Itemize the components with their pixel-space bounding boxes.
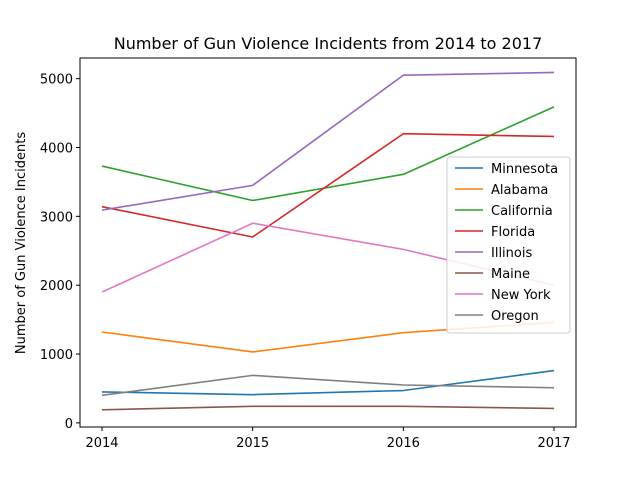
x-tick-label: 2015 <box>236 436 269 451</box>
legend-label-illinois: Illinois <box>491 246 532 261</box>
series-line-illinois <box>101 71 555 211</box>
legend-label-florida: Florida <box>491 225 535 240</box>
y-tick-label: 0 <box>65 417 73 432</box>
legend-label-california: California <box>491 204 553 219</box>
series-line-oregon <box>101 374 555 397</box>
legend-label-new-york: New York <box>491 288 551 303</box>
x-tick-label: 2014 <box>85 436 118 451</box>
plot-frame <box>79 57 577 428</box>
y-tick-label: 5000 <box>40 73 73 88</box>
series-line-florida <box>101 132 555 238</box>
legend-box <box>446 156 571 334</box>
legend-label-maine: Maine <box>491 267 530 282</box>
y-tick-label: 1000 <box>40 348 73 363</box>
y-tick-label: 4000 <box>40 141 73 156</box>
legend-label-minnesota: Minnesota <box>491 162 558 177</box>
y-tick-label: 2000 <box>40 279 73 294</box>
series-line-minnesota <box>101 369 555 396</box>
x-tick-label: 2017 <box>537 436 570 451</box>
legend-label-alabama: Alabama <box>491 183 548 198</box>
chart-title: Number of Gun Violence Incidents from 20… <box>114 34 543 53</box>
x-tick-label: 2016 <box>387 436 420 451</box>
series-line-maine <box>101 405 555 411</box>
y-axis-label: Number of Gun Violence Incidents <box>14 132 29 354</box>
legend-label-oregon: Oregon <box>491 309 539 324</box>
y-tick-label: 3000 <box>40 210 73 225</box>
series-line-california <box>101 106 555 202</box>
legend: Minnesota Alabama California Florida Illinoi… <box>446 156 571 334</box>
